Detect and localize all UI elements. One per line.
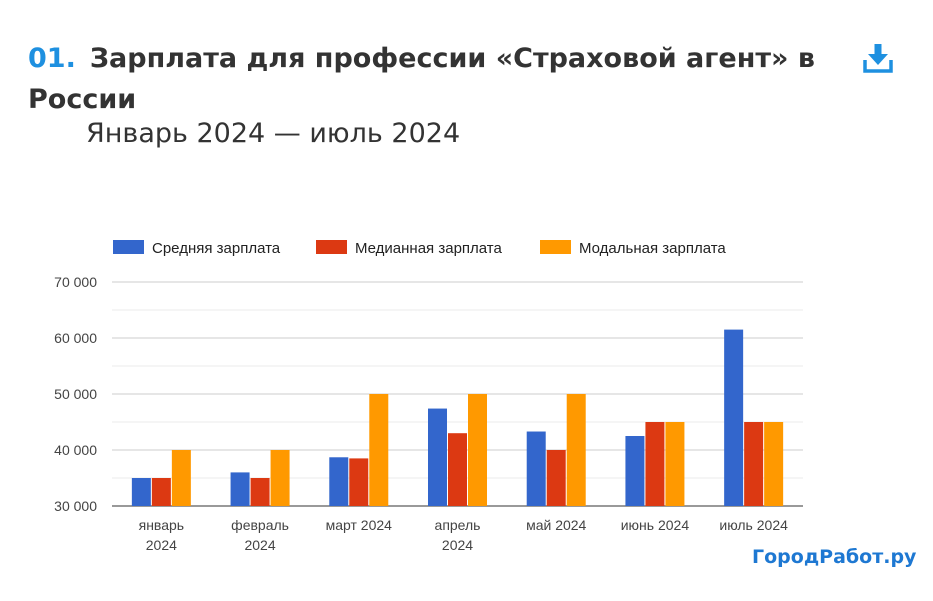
legend-label: Медианная зарплата [355,240,503,257]
x-tick-label: февраль 2024 [231,517,289,553]
y-tick-label: 50 000 [54,386,97,402]
chart-title: 01. Зарплата для профессии «Страховой аге… [28,38,828,120]
x-tick-label: май 2024 [526,517,586,533]
bar-mean[interactable] [724,329,744,506]
legend-swatch [113,240,144,254]
legend-item[interactable]: Медианная зарплата [316,240,503,257]
y-tick-label: 70 000 [54,274,97,290]
x-tick-label: июнь 2024 [621,517,690,533]
x-tick-label: март 2024 [326,517,393,533]
bars [131,329,784,506]
legend-swatch [540,240,571,254]
bar-mode[interactable] [764,422,784,506]
x-axis: январь 2024 февраль 2024 март 2024 апрель 2024… [139,517,788,553]
download-icon-svg [863,44,893,73]
bar-mean[interactable] [526,431,546,506]
download-icon[interactable] [862,42,894,74]
bar-mode[interactable] [171,450,191,506]
bar-mode[interactable] [270,450,290,506]
brand-logo: ГородРабот.ру [752,546,917,568]
chart-title-text: Зарплата для профессии «Страховой агент»… [28,43,815,115]
y-axis: 30 000 40 000 50 000 60 000 70 000 [54,274,97,514]
bar-median[interactable] [250,478,270,506]
bar-mean[interactable] [230,472,250,506]
legend-item[interactable]: Средняя зарплата [113,240,281,257]
bar-median[interactable] [151,478,171,506]
legend-swatch [316,240,347,254]
bar-median[interactable] [744,422,764,506]
y-tick-label: 60 000 [54,330,97,346]
bar-median[interactable] [546,450,566,506]
legend-label: Модальная зарплата [579,240,726,257]
chart-subtitle: Январь 2024 — июль 2024 [86,118,461,149]
x-tick-label: апрель 2024 [435,517,481,553]
bar-median[interactable] [645,422,665,506]
bar-mean[interactable] [428,408,447,506]
bar-mode[interactable] [468,394,487,506]
bar-mean[interactable] [329,457,349,506]
legend-item[interactable]: Модальная зарплата [540,240,726,257]
bar-mode[interactable] [369,394,389,506]
legend-label: Средняя зарплата [152,240,281,257]
chart-number: 01. [28,43,76,74]
y-tick-label: 30 000 [54,498,97,514]
bar-mean[interactable] [625,436,645,506]
y-tick-label: 40 000 [54,442,97,458]
x-tick-label: январь 2024 [139,517,184,553]
bar-mode[interactable] [665,422,685,506]
bar-mean[interactable] [131,478,151,506]
legend: Средняя зарплата Медианная зарплата Модаль… [113,240,726,257]
bar-mode[interactable] [566,394,586,506]
bar-median[interactable] [349,458,369,506]
bar-median[interactable] [448,433,467,506]
x-tick-label: июль 2024 [719,517,788,533]
